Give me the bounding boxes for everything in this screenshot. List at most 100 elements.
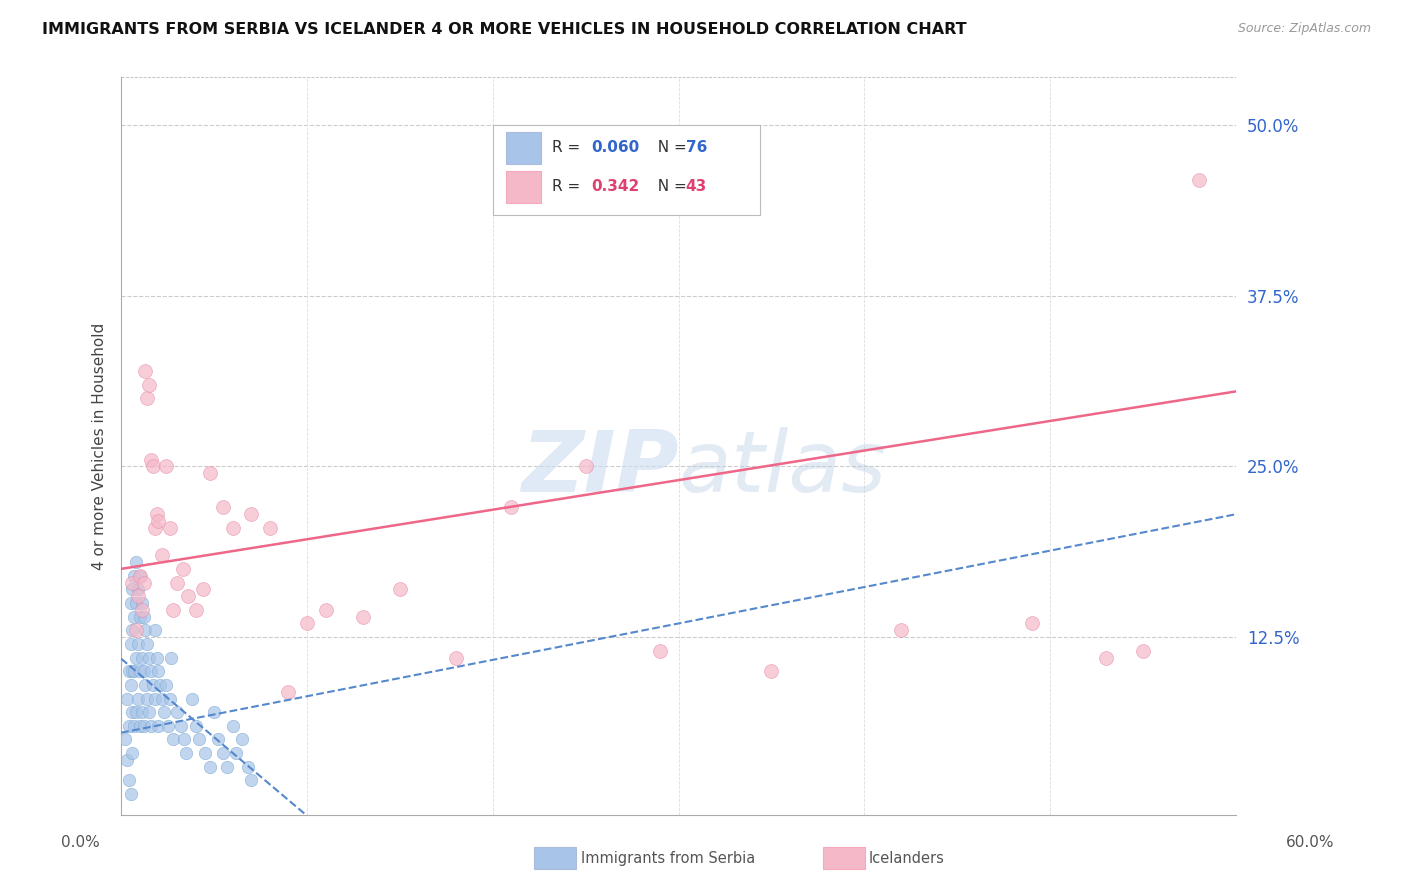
Point <box>132 665 155 679</box>
Point <box>150 691 173 706</box>
Point <box>122 568 145 582</box>
Point <box>131 650 153 665</box>
Point <box>143 521 166 535</box>
Point <box>142 678 165 692</box>
Text: 0.342: 0.342 <box>592 179 640 194</box>
Point <box>139 665 162 679</box>
Point <box>212 746 235 760</box>
Text: Icelanders: Icelanders <box>869 851 945 865</box>
Point <box>388 582 411 597</box>
Text: 60.0%: 60.0% <box>1286 836 1334 850</box>
Point <box>194 746 217 760</box>
Point <box>145 650 167 665</box>
Point <box>1132 644 1154 658</box>
Point <box>125 650 148 665</box>
Point <box>131 596 153 610</box>
Point <box>166 705 188 719</box>
Point <box>166 575 188 590</box>
Point <box>128 609 150 624</box>
Point <box>184 603 207 617</box>
Text: atlas: atlas <box>679 426 887 509</box>
Point <box>125 596 148 610</box>
Point <box>155 459 177 474</box>
Text: 76: 76 <box>686 140 707 155</box>
Point <box>134 624 156 638</box>
Point <box>132 719 155 733</box>
Point <box>259 521 281 535</box>
Point <box>121 624 143 638</box>
Point <box>145 508 167 522</box>
Point <box>221 521 243 535</box>
Point <box>136 391 159 405</box>
Point <box>890 624 912 638</box>
Point <box>180 691 202 706</box>
Y-axis label: 4 or more Vehicles in Household: 4 or more Vehicles in Household <box>93 322 107 570</box>
Point <box>136 691 159 706</box>
Point <box>143 691 166 706</box>
Point <box>128 719 150 733</box>
Point <box>1188 173 1211 187</box>
Point <box>240 773 263 788</box>
Point <box>115 753 138 767</box>
Point <box>127 691 149 706</box>
Point <box>121 582 143 597</box>
Point <box>501 500 523 515</box>
Point <box>142 459 165 474</box>
Point <box>225 746 247 760</box>
Point <box>169 719 191 733</box>
Point <box>139 452 162 467</box>
Text: IMMIGRANTS FROM SERBIA VS ICELANDER 4 OR MORE VEHICLES IN HOUSEHOLD CORRELATION : IMMIGRANTS FROM SERBIA VS ICELANDER 4 OR… <box>42 22 967 37</box>
Point <box>122 665 145 679</box>
Point <box>148 719 170 733</box>
Point <box>132 609 155 624</box>
Point <box>150 548 173 562</box>
Text: 0.0%: 0.0% <box>60 836 100 850</box>
Point <box>761 665 783 679</box>
Point <box>159 521 181 535</box>
Point <box>136 637 159 651</box>
Point <box>295 616 318 631</box>
Point <box>131 603 153 617</box>
Point <box>188 732 211 747</box>
Point <box>231 732 253 747</box>
Point <box>155 678 177 692</box>
Point <box>125 624 148 638</box>
Point <box>121 746 143 760</box>
Text: Immigrants from Serbia: Immigrants from Serbia <box>581 851 755 865</box>
Text: 43: 43 <box>686 179 707 194</box>
Point <box>138 650 160 665</box>
Point <box>118 773 141 788</box>
Point <box>132 575 155 590</box>
Point <box>315 603 337 617</box>
Point <box>212 500 235 515</box>
Point <box>131 705 153 719</box>
Point <box>277 684 299 698</box>
Point <box>122 609 145 624</box>
Point <box>128 568 150 582</box>
Point <box>162 732 184 747</box>
Point <box>174 746 197 760</box>
Point <box>120 637 142 651</box>
Point <box>221 719 243 733</box>
Point <box>138 705 160 719</box>
Point <box>125 705 148 719</box>
Point <box>128 568 150 582</box>
Point <box>1021 616 1043 631</box>
Point <box>173 732 195 747</box>
Point <box>240 508 263 522</box>
Text: N =: N = <box>648 179 692 194</box>
Point <box>352 609 374 624</box>
Text: Source: ZipAtlas.com: Source: ZipAtlas.com <box>1237 22 1371 36</box>
Point <box>184 719 207 733</box>
Point <box>148 514 170 528</box>
Text: 0.060: 0.060 <box>592 140 640 155</box>
Point <box>134 678 156 692</box>
Point <box>120 787 142 801</box>
Point <box>114 732 136 747</box>
Point <box>148 665 170 679</box>
Point <box>139 719 162 733</box>
Point <box>121 665 143 679</box>
Point <box>200 467 222 481</box>
Point <box>143 624 166 638</box>
Point <box>127 582 149 597</box>
